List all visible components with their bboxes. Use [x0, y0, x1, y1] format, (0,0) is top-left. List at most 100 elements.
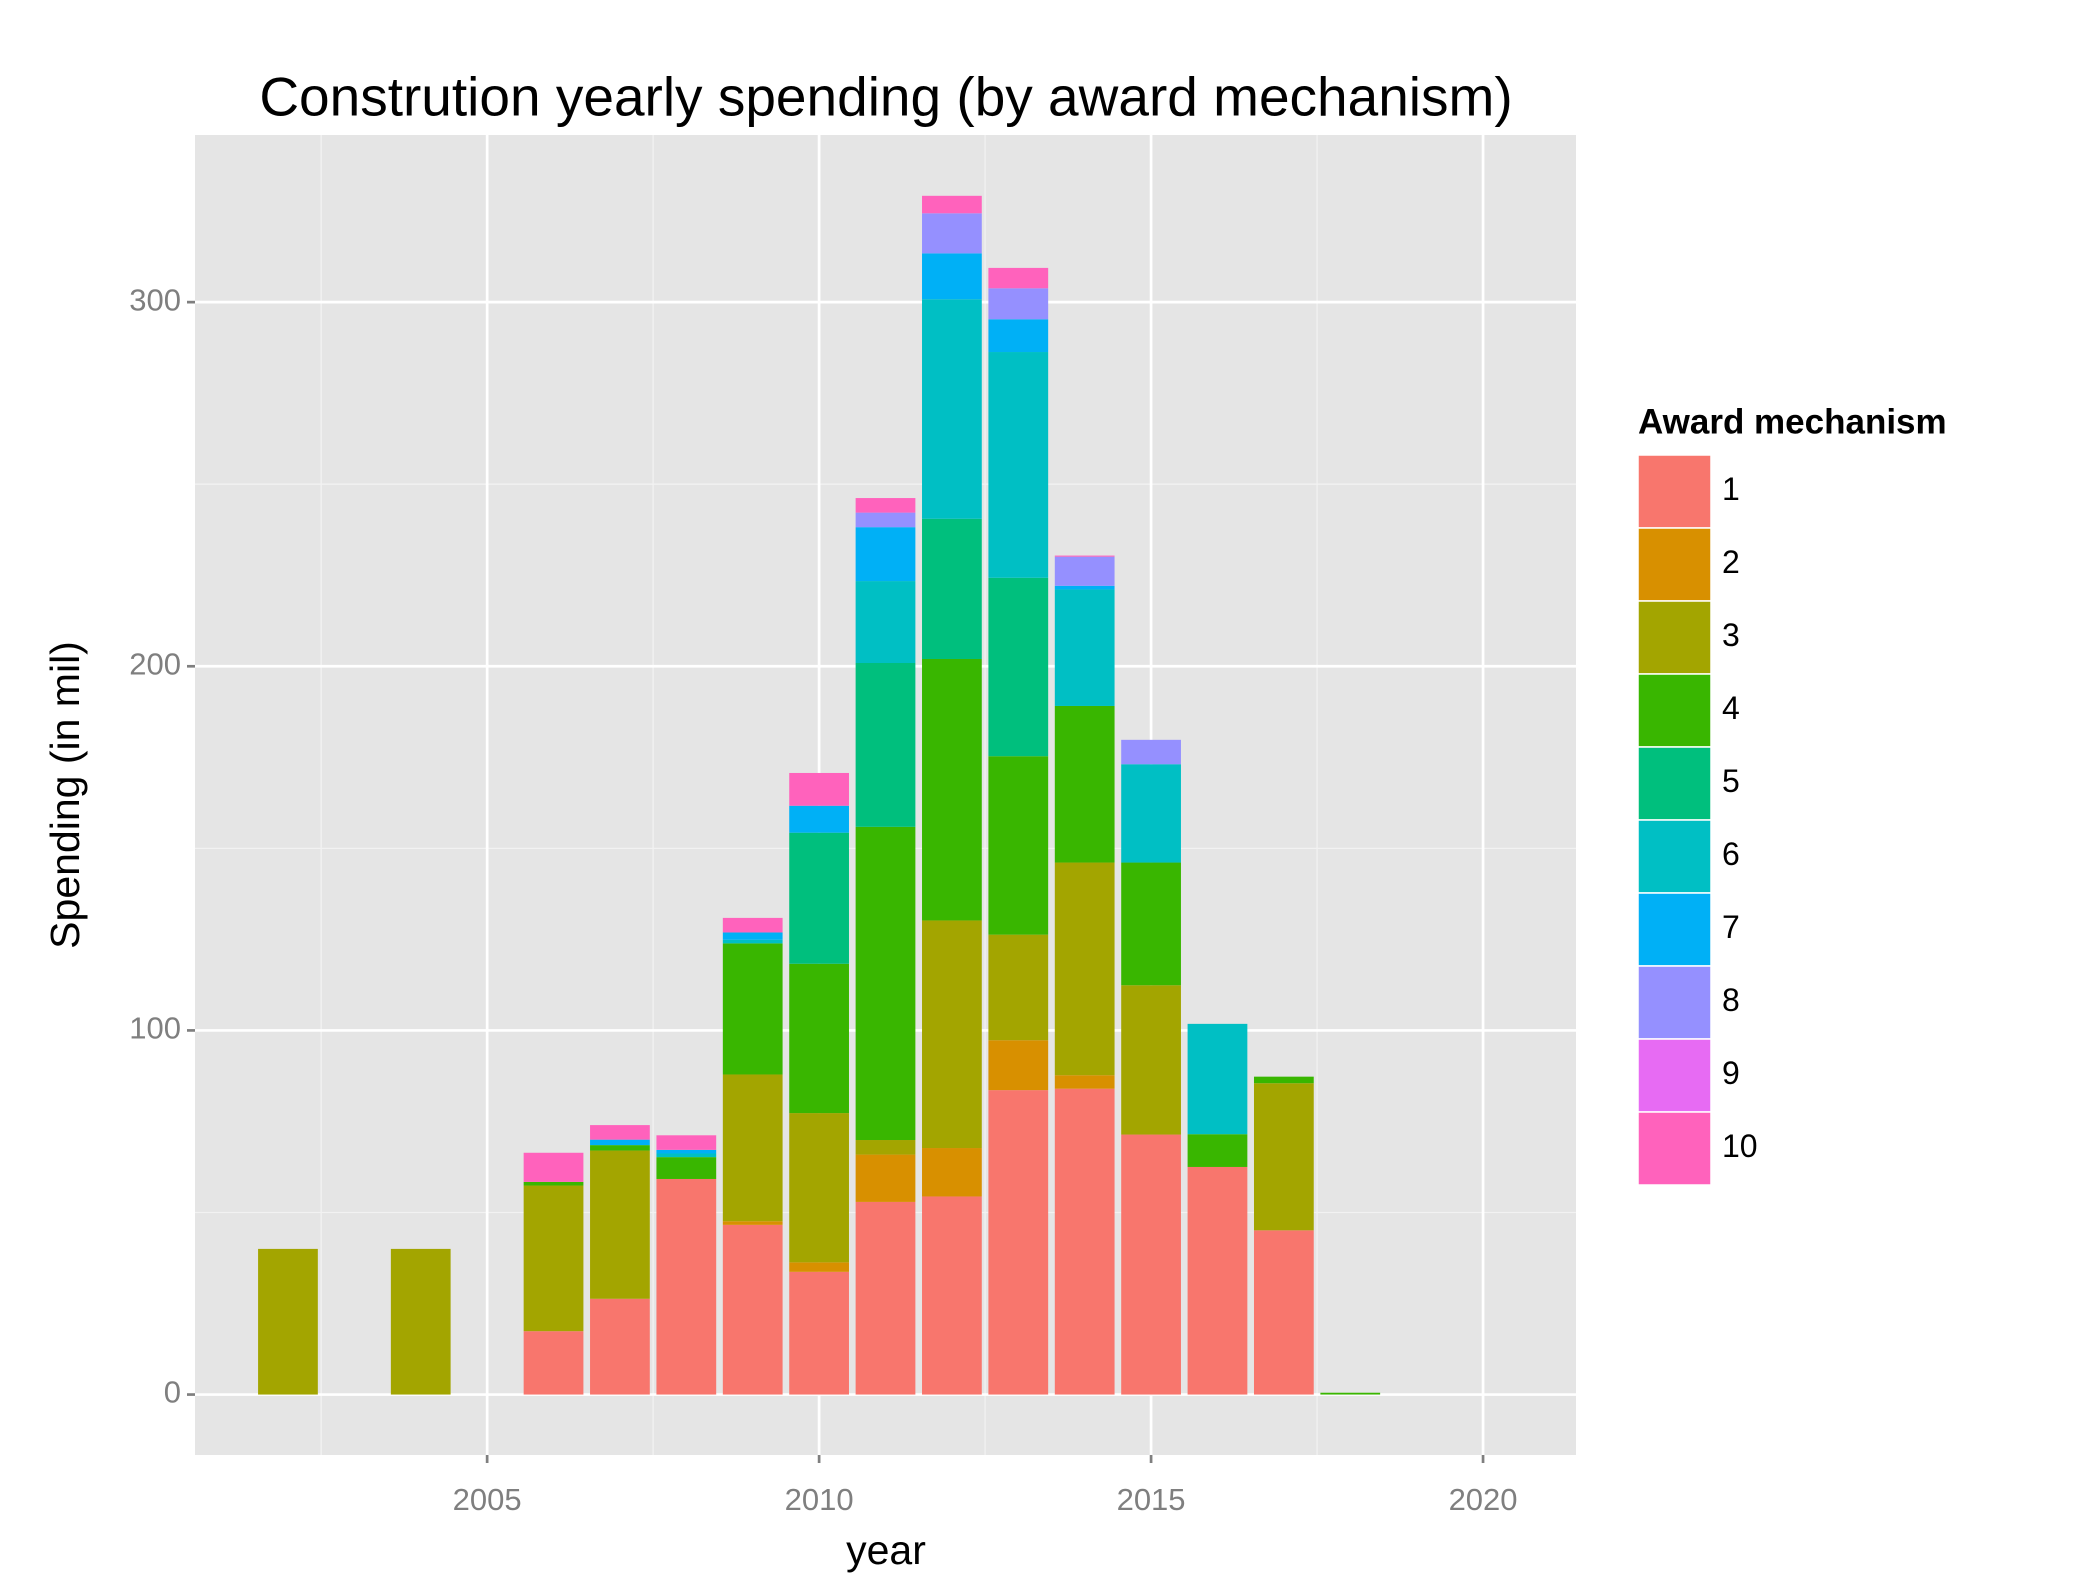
- bar-segment: [1054, 1075, 1115, 1089]
- bar-segment: [1121, 764, 1181, 863]
- bar-segment: [789, 963, 849, 1114]
- bar-segment: [656, 1153, 717, 1158]
- bar-segment: [988, 1040, 1049, 1091]
- bar-segment: [523, 1152, 584, 1182]
- bar-segment: [1054, 585, 1115, 590]
- legend-label: 9: [1722, 1055, 1740, 1091]
- bar-segment: [988, 934, 1049, 1041]
- bar-segment: [1054, 1088, 1115, 1395]
- bar-segment: [988, 267, 1049, 289]
- bar-segment: [988, 288, 1049, 320]
- bar-segment: [922, 658, 982, 921]
- bar-segment: [855, 826, 916, 1141]
- bar-segment: [1054, 589, 1115, 706]
- bar-segment: [855, 527, 916, 582]
- y-tick-label: 100: [129, 1011, 181, 1046]
- bar-segment: [988, 352, 1049, 578]
- legend-key: [1637, 454, 1712, 529]
- legend-key: [1637, 1038, 1712, 1113]
- legend-label: 7: [1722, 909, 1740, 945]
- legend-label: 1: [1722, 471, 1740, 507]
- bar-segment: [855, 663, 916, 827]
- bar-segment: [922, 518, 982, 659]
- chart-title: Constrution yearly spending (by award me…: [259, 66, 1512, 128]
- bar-segment: [722, 932, 783, 940]
- bar-segment: [988, 577, 1049, 757]
- bar-segment: [1253, 1083, 1314, 1231]
- bar-segment: [922, 253, 982, 300]
- bar-segment: [789, 832, 849, 964]
- bar-segment: [722, 1224, 783, 1395]
- bar-segment: [988, 756, 1049, 935]
- legend-label: 6: [1722, 836, 1740, 872]
- bar-segment: [789, 1271, 849, 1395]
- bar-segment: [1054, 555, 1115, 557]
- bar-segment: [922, 213, 982, 254]
- bar-segment: [789, 772, 849, 806]
- bar-segment: [1320, 1392, 1381, 1395]
- bar-segment: [722, 917, 783, 933]
- bar-segment: [590, 1139, 650, 1146]
- bar-segment: [988, 1090, 1049, 1395]
- bar-segment: [789, 1262, 849, 1272]
- bar-segment: [1054, 556, 1115, 586]
- legend-key: [1637, 892, 1712, 967]
- x-tick-label: 2005: [453, 1482, 522, 1517]
- legend-key: [1637, 746, 1712, 821]
- bar-segment: [789, 805, 849, 833]
- bar-segment: [1187, 1023, 1248, 1135]
- legend-key: [1637, 673, 1712, 748]
- legend-key: [1637, 965, 1712, 1040]
- bar-segment: [1121, 862, 1181, 986]
- bar-segment: [1121, 1134, 1181, 1395]
- bar-segment: [855, 1201, 916, 1395]
- bar-segment: [855, 1140, 916, 1155]
- bar-segment: [1253, 1230, 1314, 1395]
- bar-segment: [1054, 705, 1115, 863]
- bar-segment: [656, 1178, 717, 1395]
- y-tick-label: 300: [129, 282, 181, 317]
- x-tick-label: 2015: [1117, 1482, 1186, 1517]
- legend-title: Award mechanism: [1638, 402, 1947, 441]
- x-axis-title: year: [846, 1527, 926, 1573]
- bar-segment: [523, 1181, 584, 1186]
- y-tick-label: 200: [129, 646, 181, 681]
- bar-segment: [590, 1125, 650, 1140]
- bar-segment: [1054, 862, 1115, 1076]
- bar-segment: [1121, 985, 1181, 1135]
- bar-segment: [656, 1157, 717, 1179]
- bar-segment: [390, 1248, 451, 1395]
- legend-label: 2: [1722, 544, 1740, 580]
- legend-key: [1637, 600, 1712, 675]
- bar-segment: [656, 1135, 717, 1150]
- legend-label: 4: [1722, 690, 1740, 726]
- bar-segment: [922, 1148, 982, 1197]
- bar-segment: [789, 1113, 849, 1263]
- bar-segment: [722, 1221, 783, 1225]
- bar-segment: [1121, 739, 1181, 765]
- bar-segment: [922, 195, 982, 214]
- y-tick-label: 0: [164, 1375, 181, 1410]
- legend-label: 8: [1722, 982, 1740, 1018]
- legend-label: 10: [1722, 1128, 1758, 1164]
- bar-segment: [590, 1298, 650, 1395]
- bar-segment: [590, 1150, 650, 1299]
- bar-segment: [922, 1196, 982, 1395]
- x-tick-label: 2020: [1449, 1482, 1518, 1517]
- legend-key: [1637, 527, 1712, 602]
- bar-segment: [1187, 1134, 1248, 1167]
- bar-segment: [1187, 1166, 1248, 1395]
- bar-segment: [855, 581, 916, 663]
- bar-segment: [855, 1154, 916, 1202]
- x-tick-label: 2010: [785, 1482, 854, 1517]
- legend-key: [1637, 1111, 1712, 1186]
- bar-segment: [523, 1331, 584, 1395]
- legend-key: [1637, 819, 1712, 894]
- bar-segment: [722, 943, 783, 1075]
- bar-segment: [855, 498, 916, 513]
- bar-segment: [722, 1074, 783, 1222]
- legend-label: 5: [1722, 763, 1740, 799]
- bar-segment: [590, 1145, 650, 1151]
